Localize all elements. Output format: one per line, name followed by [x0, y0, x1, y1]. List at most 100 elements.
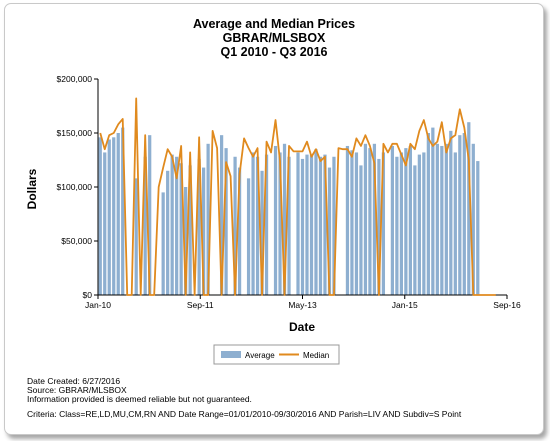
footer-disclaimer: Information provided is deemed reliable … — [27, 394, 252, 404]
average-bar — [327, 167, 332, 295]
average-bar — [246, 178, 251, 295]
average-bar — [260, 170, 264, 295]
average-bar — [363, 143, 368, 295]
average-bar — [404, 148, 408, 295]
average-bar — [444, 143, 448, 295]
average-bar — [251, 152, 255, 295]
average-bar — [417, 154, 421, 295]
average-bar — [170, 154, 174, 295]
average-bar — [264, 154, 269, 295]
average-bar — [273, 145, 278, 295]
average-bar — [345, 145, 350, 295]
average-bar — [282, 143, 287, 295]
average-bar — [395, 156, 399, 295]
average-bar — [350, 150, 354, 295]
legend-median-label: Median — [303, 351, 329, 360]
x-tick-label: Jan-10 — [85, 300, 111, 310]
average-bar — [179, 163, 183, 295]
y-axis-label: Dollars — [25, 168, 39, 209]
average-bar — [462, 133, 466, 295]
chart-subtitle: GBRAR/MLSBOX — [222, 31, 326, 45]
chart-period: Q1 2010 - Q3 2016 — [220, 45, 328, 59]
average-bar — [206, 143, 210, 295]
legend: Average Median — [213, 344, 340, 365]
average-bar — [332, 156, 336, 295]
average-bar — [377, 158, 381, 295]
average-bar — [318, 156, 323, 295]
legend-average-label: Average — [245, 351, 275, 360]
average-bar — [98, 137, 102, 295]
x-axis-label: Date — [289, 320, 315, 334]
x-tick-label: Jan-15 — [392, 300, 418, 310]
average-bar — [408, 145, 412, 295]
average-bar — [458, 135, 462, 295]
average-bar — [368, 148, 372, 295]
average-bar — [233, 156, 237, 295]
y-tick-label: $100,000 — [57, 182, 93, 192]
average-bar — [449, 130, 453, 295]
average-bar — [426, 133, 430, 295]
average-bar — [188, 165, 192, 295]
footer-date-created: Date Created: 6/27/2016 — [27, 376, 121, 386]
average-bar — [413, 165, 417, 295]
average-bar — [440, 145, 444, 295]
price-chart: $0 $50,000 $100,000 $150,000 $200,000 Jan-10… — [25, 74, 521, 365]
average-bar — [121, 127, 125, 295]
y-tick-label: $200,000 — [57, 74, 93, 84]
average-bar — [431, 127, 435, 295]
average-bar — [107, 139, 111, 295]
average-bar — [278, 152, 282, 295]
average-bar — [309, 154, 314, 295]
average-bar — [399, 152, 403, 295]
y-tick-labels: $0 $50,000 $100,000 $150,000 $200,000 — [57, 74, 93, 300]
legend-average-swatch — [221, 351, 241, 358]
y-tick-label: $150,000 — [57, 128, 93, 138]
average-bar — [323, 154, 327, 295]
average-bar — [255, 156, 260, 295]
average-bars — [98, 122, 480, 295]
x-tick-label: May-13 — [288, 300, 317, 310]
average-bar — [103, 152, 107, 295]
average-bar — [175, 156, 179, 295]
average-bar — [476, 161, 480, 295]
average-bar — [296, 152, 300, 295]
average-bar — [390, 145, 395, 295]
average-bar — [359, 165, 363, 295]
average-bar — [161, 192, 165, 295]
chart-card: Average and Median Prices GBRAR/MLSBOX Q… — [4, 3, 544, 435]
average-bar — [197, 158, 201, 295]
chart-axes — [94, 78, 508, 299]
median-line — [99, 97, 496, 296]
average-bar — [422, 152, 426, 295]
average-bar — [184, 187, 188, 295]
average-bar — [237, 167, 242, 295]
average-bar — [202, 167, 206, 295]
footer-criteria: Criteria: Class=RE,LD,MU,CM,RN AND Date … — [27, 409, 462, 419]
x-tick-label: Sep-11 — [187, 300, 214, 310]
average-bar — [381, 152, 386, 295]
average-bar — [453, 152, 457, 295]
average-bar — [300, 158, 305, 295]
average-bar — [314, 149, 318, 295]
average-bar — [471, 143, 475, 295]
chart-title: Average and Median Prices — [192, 17, 356, 31]
y-tick-label: $0 — [83, 290, 93, 300]
average-bar — [305, 154, 309, 295]
x-tick-label: Sep-16 — [493, 300, 521, 310]
average-bar — [287, 156, 291, 295]
average-bar — [116, 133, 120, 295]
average-bar — [166, 170, 170, 295]
average-bar — [372, 143, 377, 295]
average-bar — [112, 137, 116, 295]
y-tick-label: $50,000 — [61, 236, 92, 246]
legend-box — [213, 344, 340, 365]
average-bar — [219, 135, 224, 295]
average-bar — [224, 148, 228, 295]
footer-source: Source: GBRAR/MLSBOX — [27, 385, 127, 395]
average-bar — [134, 178, 138, 295]
average-bar — [435, 143, 439, 295]
average-bar — [148, 135, 152, 295]
average-bar — [467, 122, 471, 295]
average-bar — [354, 152, 359, 295]
average-bar — [143, 156, 147, 295]
